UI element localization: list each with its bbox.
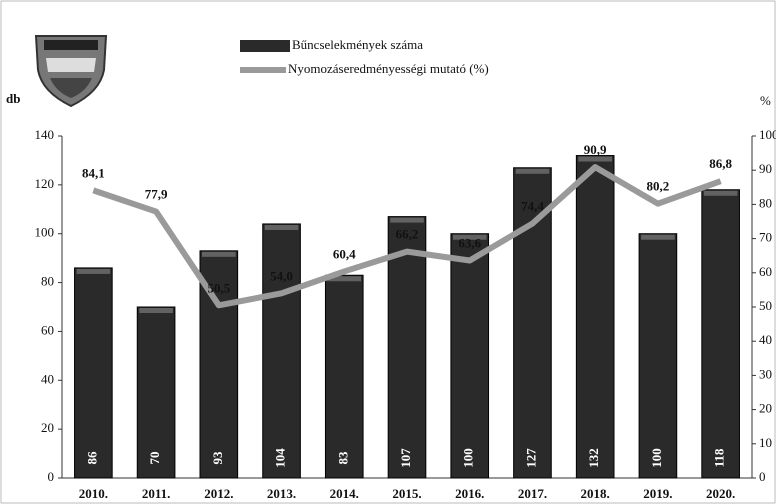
bar bbox=[75, 268, 113, 478]
y2-tick-label: 10 bbox=[759, 435, 772, 450]
bar-value-label: 118 bbox=[712, 448, 727, 467]
bar-highlight bbox=[390, 218, 424, 223]
x-tick-label: 2020. bbox=[706, 486, 735, 501]
x-tick-label: 2010. bbox=[79, 486, 108, 501]
legend-swatch-bar bbox=[240, 40, 290, 52]
line-value-label: 63,6 bbox=[458, 235, 481, 250]
x-tick-label: 2015. bbox=[392, 486, 421, 501]
y-tick-label: 40 bbox=[41, 371, 54, 386]
bar bbox=[263, 224, 301, 478]
line-value-label: 80,2 bbox=[647, 179, 670, 194]
bar-value-label: 107 bbox=[398, 448, 413, 468]
bar-value-label: 132 bbox=[586, 448, 601, 468]
y2-tick-label: 20 bbox=[759, 401, 772, 416]
bar-highlight bbox=[77, 269, 111, 274]
bar-value-label: 127 bbox=[523, 448, 538, 468]
x-tick-label: 2011. bbox=[142, 486, 171, 501]
x-tick-label: 2016. bbox=[455, 486, 484, 501]
line-value-label: 84,1 bbox=[82, 165, 105, 180]
y-axis-label: db bbox=[6, 91, 20, 106]
bar-value-label: 100 bbox=[461, 448, 476, 468]
bar-highlight bbox=[202, 252, 236, 257]
bar-value-label: 70 bbox=[147, 452, 162, 465]
x-tick-label: 2013. bbox=[267, 486, 296, 501]
bar bbox=[576, 156, 614, 478]
chart: Bűncselekmények száma Nyomozáseredményes… bbox=[0, 0, 776, 504]
x-tick-label: 2012. bbox=[204, 486, 233, 501]
y2-tick-label: 60 bbox=[759, 264, 772, 279]
y2-tick-label: 80 bbox=[759, 195, 772, 210]
y-tick-label: 60 bbox=[41, 322, 54, 337]
line-value-label: 74,4 bbox=[521, 199, 544, 214]
line-value-label: 54,0 bbox=[270, 268, 293, 283]
y2-tick-label: 70 bbox=[759, 230, 772, 245]
bar-highlight bbox=[265, 225, 299, 230]
y2-tick-label: 50 bbox=[759, 298, 772, 313]
bar-highlight bbox=[139, 308, 173, 313]
bar-value-label: 104 bbox=[273, 448, 288, 468]
legend-label: Bűncselekmények száma bbox=[292, 37, 423, 52]
bar bbox=[451, 234, 489, 478]
y2-tick-label: 100 bbox=[759, 127, 776, 142]
y2-tick-label: 40 bbox=[759, 332, 772, 347]
bar-highlight bbox=[704, 191, 738, 196]
line-value-label: 50,5 bbox=[207, 280, 230, 295]
y2-tick-label: 0 bbox=[759, 469, 766, 484]
y2-axis-label: % bbox=[760, 93, 771, 108]
line-value-label: 90,9 bbox=[584, 142, 607, 157]
legend-label: Nyomozáseredményességi mutató (%) bbox=[288, 61, 489, 76]
bar-value-label: 86 bbox=[84, 451, 99, 465]
y-tick-label: 100 bbox=[35, 225, 55, 240]
y-tick-label: 80 bbox=[41, 274, 54, 289]
y-tick-label: 20 bbox=[41, 420, 54, 435]
bar-value-label: 83 bbox=[335, 451, 350, 465]
y-tick-label: 140 bbox=[35, 127, 55, 142]
bar-highlight bbox=[641, 235, 675, 240]
bar-highlight bbox=[578, 157, 612, 162]
line-value-label: 66,2 bbox=[396, 227, 419, 242]
bar bbox=[325, 275, 363, 478]
x-tick-label: 2018. bbox=[581, 486, 610, 501]
bar-highlight bbox=[516, 169, 550, 174]
y2-tick-label: 90 bbox=[759, 161, 772, 176]
x-tick-label: 2019. bbox=[643, 486, 672, 501]
line-value-label: 77,9 bbox=[145, 187, 168, 202]
y-tick-label: 120 bbox=[35, 176, 55, 191]
bar-value-label: 93 bbox=[210, 451, 225, 465]
x-tick-label: 2014. bbox=[330, 486, 359, 501]
y2-tick-label: 30 bbox=[759, 366, 772, 381]
bar bbox=[702, 190, 740, 478]
x-tick-label: 2017. bbox=[518, 486, 547, 501]
y-tick-label: 0 bbox=[48, 469, 55, 484]
bar-value-label: 100 bbox=[649, 448, 664, 468]
line-value-label: 60,4 bbox=[333, 246, 356, 261]
bar bbox=[639, 234, 677, 478]
line-value-label: 86,8 bbox=[709, 156, 732, 171]
